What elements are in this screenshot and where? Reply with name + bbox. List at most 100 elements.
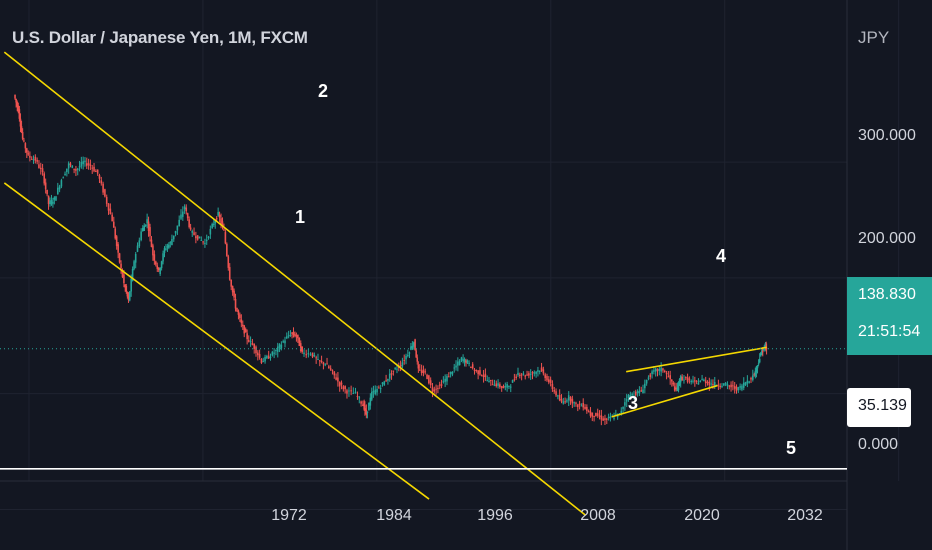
candle-body <box>328 366 330 369</box>
candle-body <box>522 373 525 375</box>
candle-body <box>273 352 275 354</box>
candle-body <box>19 118 22 127</box>
chart-title: U.S. Dollar / Japanese Yen, 1M, FXCM <box>12 28 308 47</box>
candle-body <box>390 373 393 375</box>
candle-body <box>182 211 184 217</box>
candle-body <box>130 278 132 292</box>
candle-body <box>591 412 594 417</box>
candle-body <box>638 390 641 394</box>
candle-body <box>311 352 314 357</box>
candle-body <box>180 214 182 219</box>
candle-body <box>226 243 228 256</box>
candle-body <box>662 368 664 371</box>
candle-body <box>651 371 653 375</box>
candle-body <box>509 386 512 388</box>
candle-body <box>348 390 350 392</box>
candle-body <box>686 377 689 382</box>
candle-body <box>356 395 359 397</box>
candle-body <box>649 374 652 378</box>
wave-label-1: 1 <box>294 207 306 227</box>
trend-lines-layer[interactable] <box>3 51 767 516</box>
candle-body <box>758 358 761 363</box>
candle-body <box>625 399 628 402</box>
candle-body <box>622 406 624 409</box>
candle-body <box>431 387 434 392</box>
candle-body <box>602 418 604 421</box>
candle-body <box>717 384 720 386</box>
trend-line-2[interactable] <box>3 182 430 500</box>
candle-body <box>422 369 425 374</box>
candle-body <box>468 362 470 365</box>
candle-body <box>719 386 721 388</box>
candle-body <box>318 360 321 362</box>
horizontal-level-value: 35.139 <box>858 397 907 414</box>
candle-body <box>299 343 302 352</box>
candle-body <box>198 236 201 239</box>
candle-body <box>506 384 508 388</box>
candle-body <box>473 369 476 371</box>
candle-body <box>62 177 65 179</box>
candle-body <box>414 339 416 350</box>
candle-body <box>713 381 716 386</box>
candle-body <box>613 417 615 419</box>
horizontal-lines-layer[interactable] <box>0 348 847 470</box>
candle-body <box>317 359 319 361</box>
trend-line-1[interactable] <box>3 51 587 516</box>
candle-body <box>84 160 86 162</box>
candle-body <box>241 324 244 326</box>
candle-body <box>449 371 452 374</box>
candle-body <box>60 180 63 187</box>
candle-body <box>531 372 534 374</box>
candle-body <box>376 388 378 393</box>
candle-body <box>394 367 396 369</box>
candle-body <box>699 380 702 383</box>
candle-body <box>660 367 662 372</box>
candle-body <box>244 328 247 333</box>
candle-body <box>335 377 337 380</box>
candle-body <box>301 346 304 352</box>
candle-body <box>104 189 106 197</box>
candle-body <box>32 159 35 161</box>
candle-body <box>647 377 650 379</box>
candle-body <box>100 180 103 184</box>
candle-body <box>567 395 570 401</box>
candle-body <box>143 225 146 231</box>
candle-body <box>548 379 550 383</box>
candle-body <box>160 261 163 269</box>
candle-body <box>428 375 430 384</box>
candle-body <box>426 374 428 379</box>
candle-body <box>653 370 655 372</box>
candle-body <box>140 231 142 241</box>
candle-body <box>333 371 336 376</box>
candle-body <box>471 364 474 369</box>
trend-line-3[interactable] <box>611 384 718 418</box>
candle-body <box>573 402 575 404</box>
candle-body <box>295 335 298 337</box>
candle-body <box>529 373 532 375</box>
wave-label-5: 5 <box>785 438 797 458</box>
candle-body <box>324 364 327 366</box>
candle-body <box>656 368 659 372</box>
candle-body <box>629 395 632 399</box>
candle-body <box>593 415 595 417</box>
trend-line-4[interactable] <box>626 346 767 373</box>
candle-body <box>576 404 579 408</box>
candle-body <box>352 393 355 395</box>
candle-body <box>620 410 623 414</box>
candle-body <box>233 290 235 298</box>
candle-body <box>183 206 186 210</box>
candle-body <box>605 418 608 420</box>
candle-body <box>442 381 445 383</box>
candle-body <box>488 380 490 383</box>
candle-body <box>46 189 48 195</box>
candle-body <box>723 383 725 386</box>
last-price-badge: 138.830 21:51:54 <box>847 277 932 355</box>
candle-body <box>640 390 643 392</box>
candle-body <box>24 143 27 149</box>
candle-body <box>627 394 630 399</box>
candle-body <box>163 248 166 253</box>
candle-body <box>595 412 597 417</box>
candle-body <box>566 400 568 402</box>
candle-body <box>663 370 666 373</box>
